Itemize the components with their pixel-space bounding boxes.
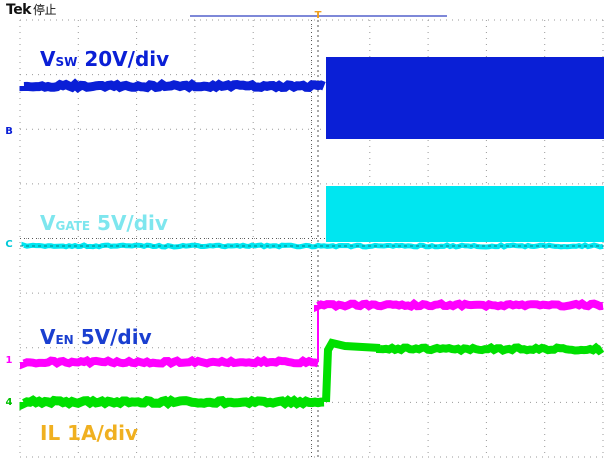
ch-il-scale-label: IL 1A/div [40,421,138,445]
ch-gate-marker-label: C [5,239,12,250]
ch-gate-scale-label: VGATE 5V/div [40,211,168,235]
ch-il-ground-marker[interactable]: 4 [3,397,15,409]
ch-en-ground-marker[interactable]: 1 [3,355,15,367]
trace-il-high [380,348,602,351]
ch-sw-ground-marker[interactable]: B [3,126,15,138]
ch-sw-marker-label: B [5,126,13,137]
ch-sw-scale-label: VSW 20V/div [40,47,169,71]
brand-label: Tek [6,2,31,18]
acquisition-state: 停止 [33,3,56,17]
ch-en-marker-label: 1 [6,355,13,366]
trace-vsw-switching [326,57,604,139]
trace-ven-low [24,361,318,364]
trace-il-low [24,401,324,404]
status-header: Tek 停止 [6,1,56,18]
ch-il-marker-label: 4 [6,397,13,408]
trace-il-rise [326,343,380,402]
trigger-position-icon[interactable]: T [312,10,324,22]
trace-vsw-pre [24,85,324,88]
trace-ven-high [318,304,603,307]
ch-gate-ground-marker[interactable]: C [3,239,15,251]
ch-en-scale-label: VEN 5V/div [40,325,152,349]
trace-vgate-switching [326,186,604,242]
trigger-marker-label: T [315,10,322,21]
